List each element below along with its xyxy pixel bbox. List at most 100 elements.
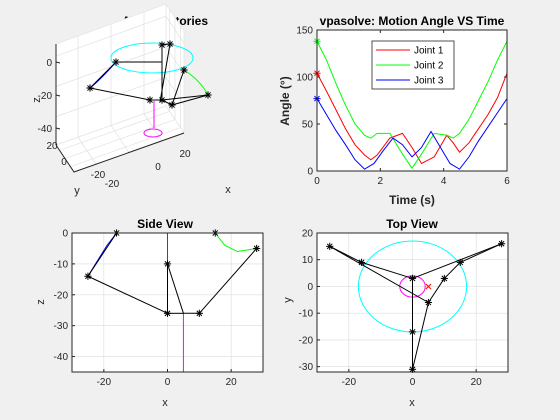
joint-marker-stroke	[196, 310, 203, 317]
link-segment	[329, 245, 429, 303]
x-tick-label: 6	[504, 176, 510, 187]
side-view-title: Side View	[137, 217, 193, 231]
y-tick-label: 0	[61, 157, 67, 168]
z-tick-label: -20	[38, 91, 53, 102]
link-segment	[161, 94, 209, 101]
joint-marker	[408, 274, 417, 283]
joint-marker	[326, 242, 334, 250]
link-segment	[427, 278, 445, 303]
link-segment	[89, 87, 151, 101]
link-segment	[443, 262, 461, 279]
joint-marker	[456, 258, 464, 267]
x-tick-label: -20	[97, 377, 112, 388]
z-tick-label: 0	[46, 58, 52, 69]
joint-marker	[86, 84, 94, 92]
side-view-xlabel: x	[162, 397, 168, 409]
side-view-plot: Side View x z -20 0 20 0 -10 -20 -30 -40	[35, 217, 264, 409]
joint-marker-stroke	[409, 275, 416, 282]
plot-frame	[316, 29, 508, 172]
joint-marker	[158, 41, 166, 49]
x-tick-label: 20	[226, 377, 238, 388]
joint-marker-stroke	[113, 59, 119, 65]
legend-label-joint-1: Joint 1	[414, 46, 444, 57]
x-tick-label: 20	[179, 149, 191, 160]
link-segment	[412, 302, 429, 370]
y-tick-label: 20	[302, 229, 314, 240]
y-tick-label: -30	[299, 362, 314, 373]
joint-marker	[163, 260, 172, 268]
y-tick-label: 0	[307, 282, 313, 293]
grid-line	[55, 46, 185, 87]
joint-marker-stroke	[159, 97, 165, 103]
top-view-ylabel: y	[282, 297, 294, 303]
series-line-joint-1	[316, 73, 508, 165]
x-tick-label: -20	[342, 377, 357, 388]
top-view-plot: Top View x y -20 0 20 20 10 0 -10 -20 -30	[282, 217, 509, 409]
joint-marker	[168, 101, 176, 109]
y-tick-label: -10	[299, 309, 314, 320]
joint-marker-stroke	[147, 97, 153, 103]
joint-marker	[408, 328, 417, 336]
plot-frame	[71, 232, 264, 373]
motion-angle-title: vpasolve: Motion Angle VS Time	[320, 14, 505, 28]
joint-marker-stroke	[164, 310, 171, 317]
y-tick-label: 50	[302, 120, 314, 131]
link-segment	[89, 61, 117, 89]
x-tick-label: 2	[378, 176, 384, 187]
joint-marker-stroke	[253, 245, 260, 252]
y-tick-label: -20	[91, 170, 106, 181]
link-segment	[171, 69, 185, 106]
joint-marker-stroke	[441, 275, 448, 282]
magenta-trajectory-circle	[143, 128, 163, 138]
joint-marker	[195, 309, 203, 317]
grid-line	[55, 15, 185, 57]
y-tick-label: -10	[54, 259, 69, 270]
joint-marker	[146, 96, 154, 104]
y-tick-label: 0	[62, 229, 68, 240]
top-view-title: Top View	[386, 217, 438, 231]
joint-marker-stroke	[457, 259, 464, 266]
red-marker-stroke	[425, 283, 432, 290]
motion-angle-plot: vpasolve: Motion Angle VS Time Time (s) …	[278, 14, 510, 207]
joint-marker	[180, 66, 188, 74]
joint-marker	[158, 96, 166, 104]
x-tick-label: 0	[165, 377, 171, 388]
joint-marker	[204, 91, 212, 99]
legend-label-joint-2: Joint 2	[414, 61, 444, 72]
green-trajectory	[214, 232, 257, 253]
joint-marker	[424, 298, 433, 307]
cyan-trajectory	[110, 42, 194, 74]
joint-marker	[84, 272, 92, 280]
green-trajectory	[183, 69, 209, 96]
x-tick-label: 0	[155, 162, 161, 173]
z-tick-label: -40	[38, 124, 53, 135]
y-tick-label: -20	[299, 335, 314, 346]
motion-angle-ylabel: Angle (°)	[278, 76, 292, 125]
link-segment	[159, 43, 171, 103]
link-segment	[167, 263, 184, 314]
joint-marker	[440, 274, 448, 283]
joint-marker-stroke	[498, 240, 505, 247]
y-tick-label: 10	[302, 255, 314, 266]
joint-marker-stroke	[87, 85, 93, 91]
x-tick-label: 0	[410, 377, 416, 388]
y-tick-label: 0	[307, 167, 313, 178]
link-segment	[87, 232, 117, 277]
link-segment	[412, 243, 502, 279]
z-tick-mark	[55, 94, 61, 97]
z-tick-mark	[55, 61, 61, 64]
x-axis-label: x	[225, 184, 231, 196]
floor-axis-lines	[55, 132, 185, 173]
z-tick-mark	[55, 127, 61, 130]
x-tick-label: 0	[314, 176, 320, 187]
grid-line	[55, 77, 185, 118]
joint-marker-stroke	[409, 366, 416, 373]
link-segment	[171, 94, 209, 106]
legend-label-joint-3: Joint 3	[414, 76, 444, 87]
y-tick-label: -30	[54, 321, 69, 332]
y-tick-label: 100	[296, 73, 313, 84]
joint-marker	[357, 258, 366, 267]
link-segment	[361, 261, 413, 279]
